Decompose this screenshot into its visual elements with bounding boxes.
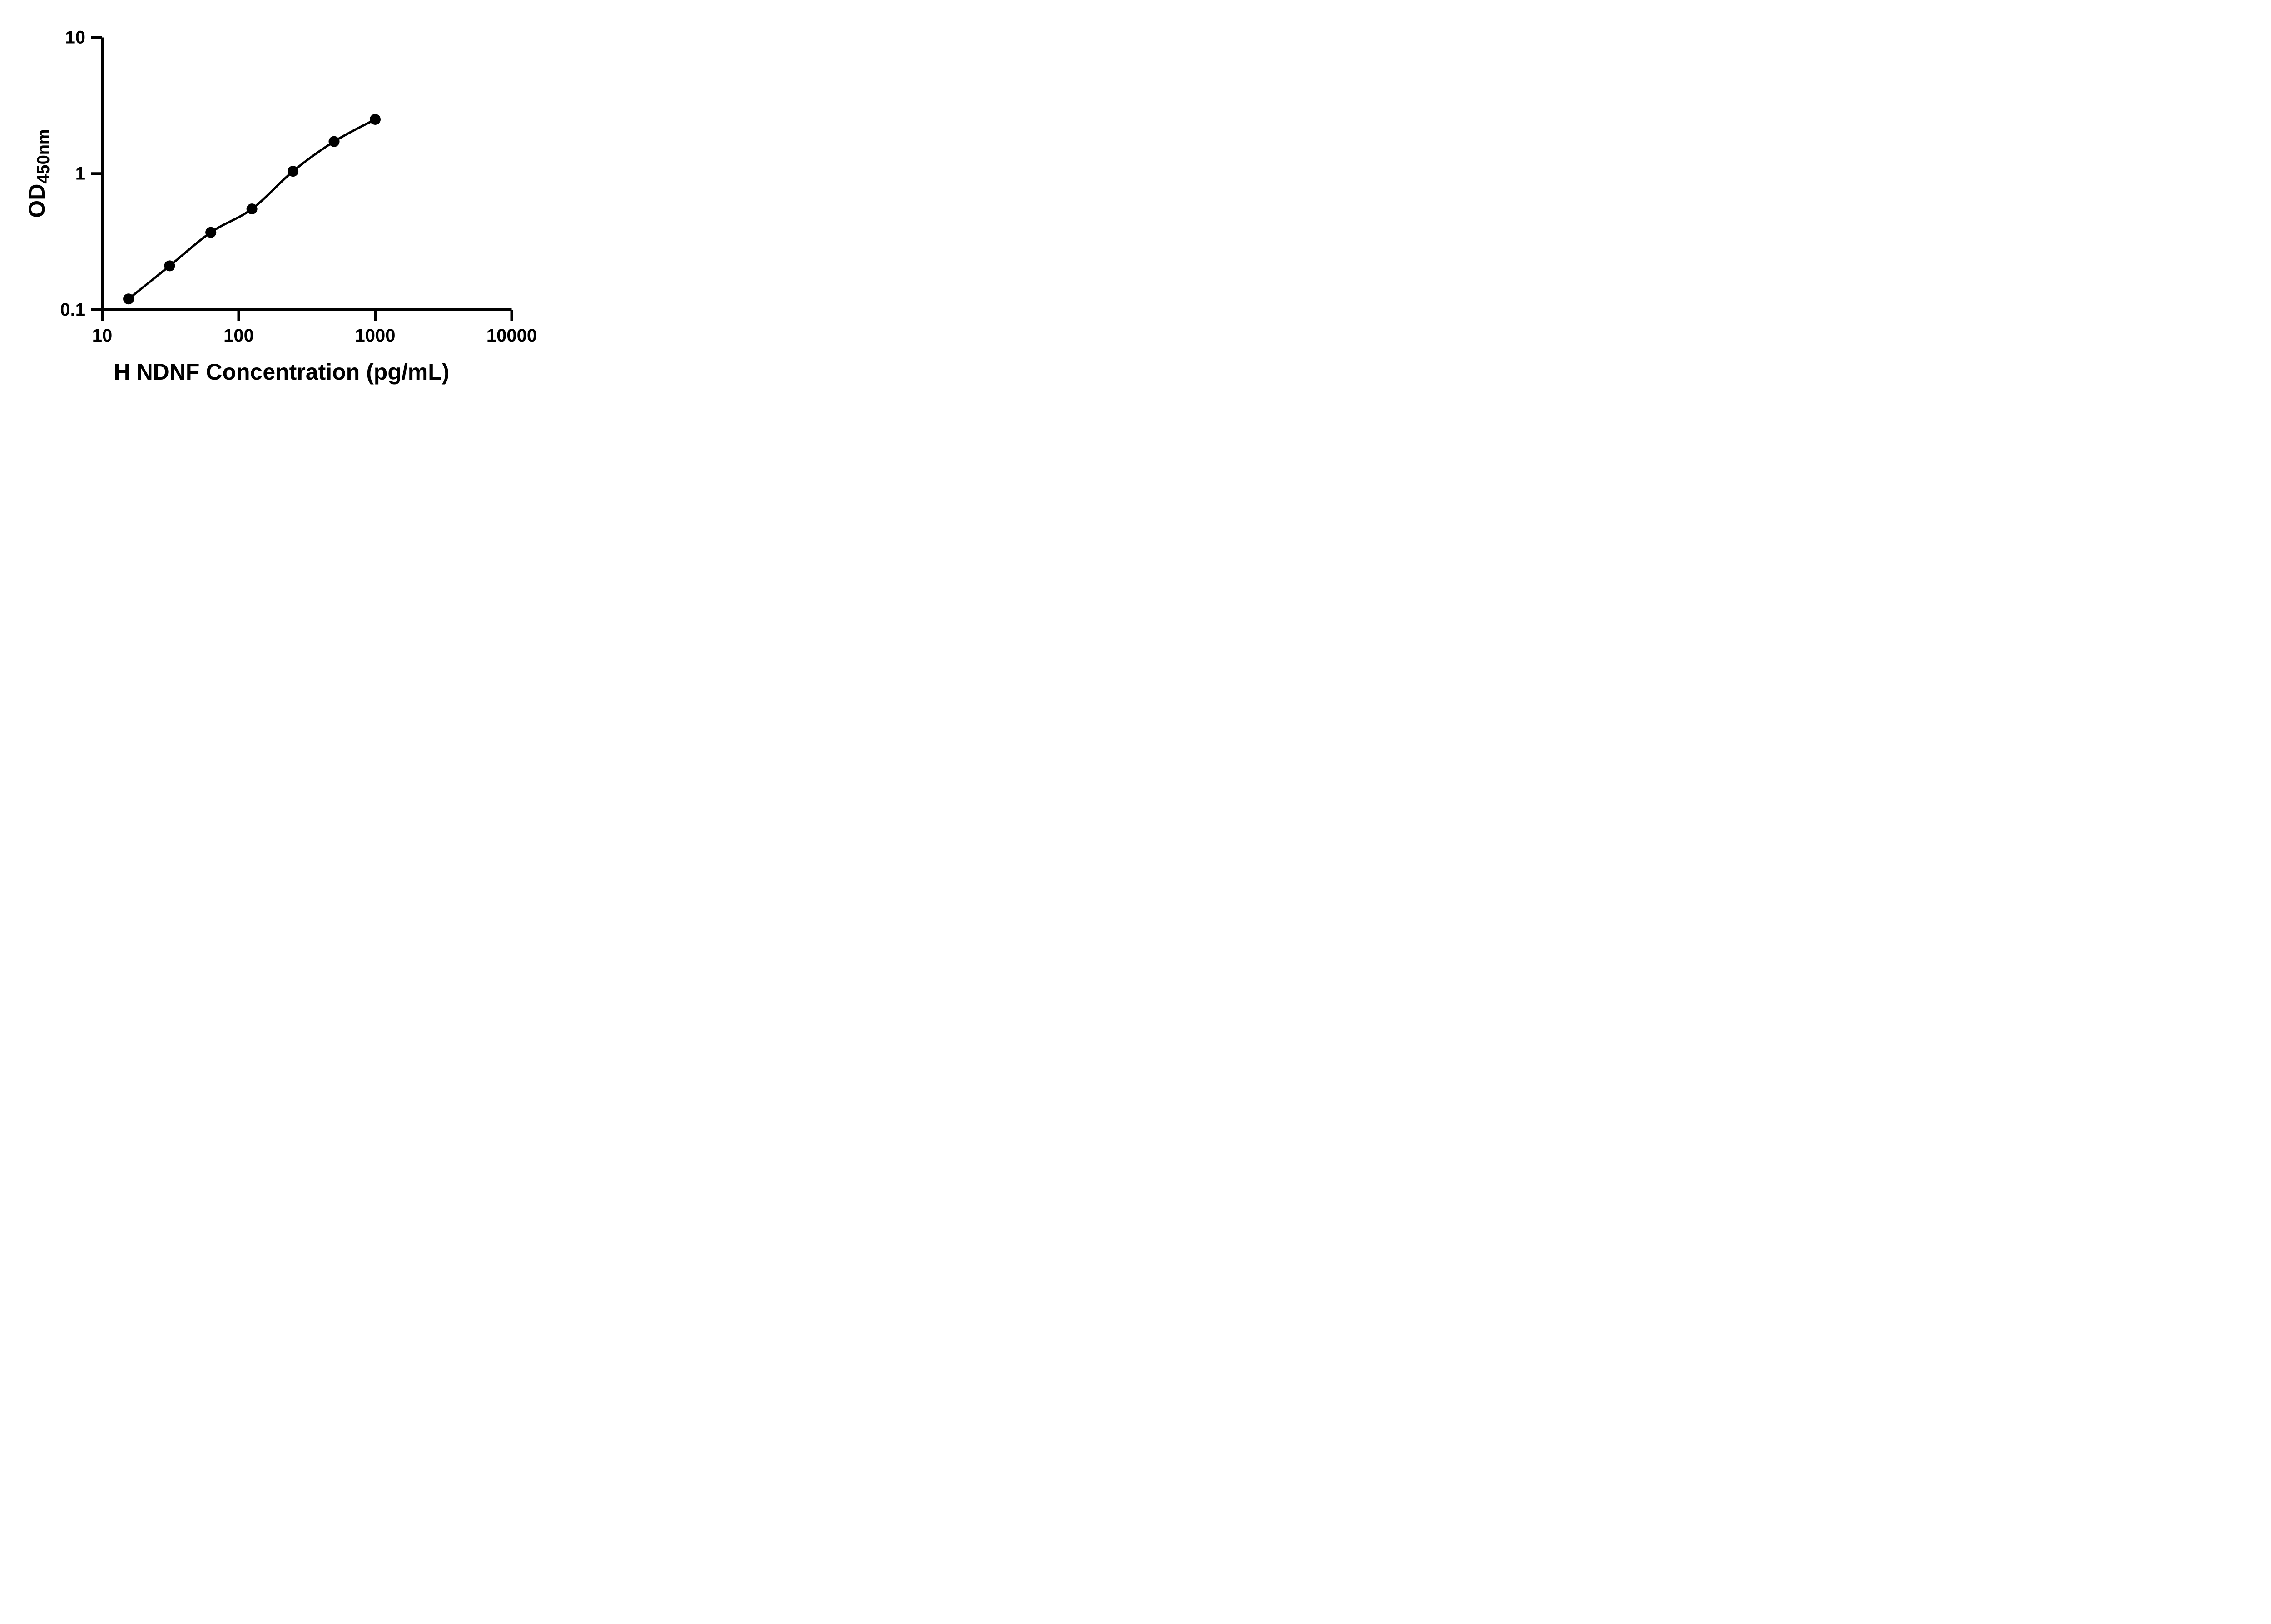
data-point-1 <box>164 260 175 272</box>
x-tick-labels: 10 100 1000 10000 <box>92 326 537 346</box>
y-axis <box>91 36 104 311</box>
y-axis-title: OD450nm <box>24 129 53 218</box>
series-data-points <box>123 114 381 305</box>
elisa-standard-curve-chart: 10 1 0.1 10 100 1000 10000 OD450nm H NDNF Con… <box>0 0 576 406</box>
data-point-5 <box>328 136 340 147</box>
y-tick-label-1: 1 <box>75 163 85 183</box>
x-axis-title: H NDNF Concentration (pg/mL) <box>114 359 450 385</box>
x-tick-label-2: 1000 <box>355 326 396 346</box>
data-point-6 <box>370 114 381 125</box>
y-tick-label-2: 0.1 <box>60 300 85 320</box>
y-tick-label-0: 10 <box>65 28 86 48</box>
data-point-0 <box>123 293 134 305</box>
data-point-2 <box>205 227 217 238</box>
y-tick-labels: 10 1 0.1 <box>60 28 85 320</box>
plot-canvas: 10 1 0.1 10 100 1000 10000 OD450nm H NDNF Con… <box>24 28 537 385</box>
x-tick-label-1: 100 <box>223 326 254 346</box>
x-tick-label-0: 10 <box>92 326 113 346</box>
x-axis <box>101 308 513 321</box>
y-axis-title-main: OD <box>24 184 50 218</box>
data-point-3 <box>246 203 258 215</box>
y-axis-title-subscript: 450nm <box>34 129 53 183</box>
data-point-4 <box>288 166 299 177</box>
x-tick-label-3: 10000 <box>486 326 537 346</box>
